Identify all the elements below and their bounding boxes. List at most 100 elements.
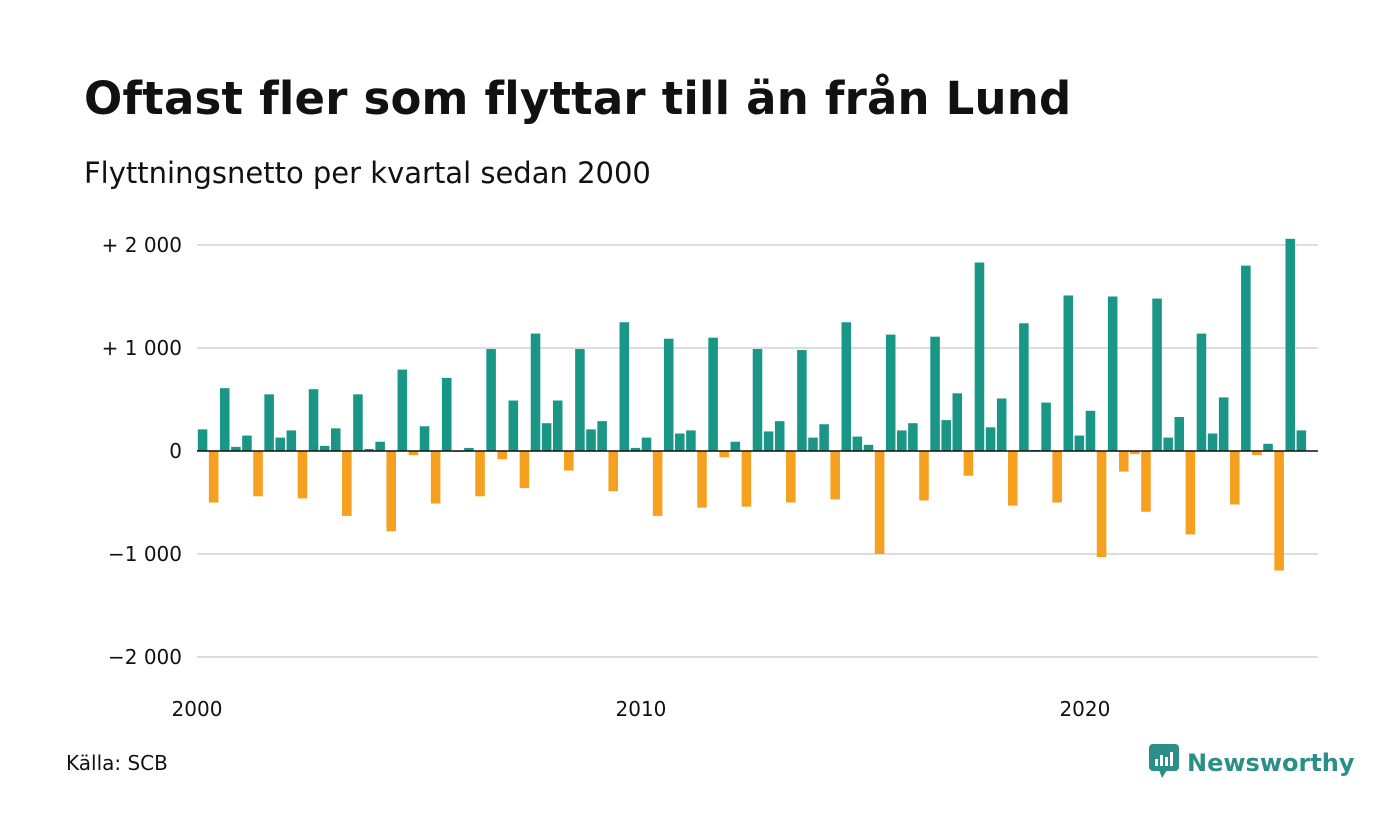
bar-2015-q3[interactable] [885,334,896,451]
bar-2003-q4[interactable] [364,448,374,451]
brand[interactable]: Newsworthy [1149,744,1355,782]
bar-2021-q1[interactable] [1130,451,1140,455]
bar-2001-q1[interactable] [242,435,252,451]
bar-2013-q3[interactable] [797,350,807,451]
bar-2010-q1[interactable] [641,437,652,451]
bar-2021-q3[interactable] [1152,298,1162,451]
bar-2010-q3[interactable] [663,338,674,451]
bar-2023-q2[interactable] [1229,451,1240,505]
bar-2023-q4[interactable] [1252,451,1262,456]
bar-2015-q4[interactable] [897,430,907,451]
bar-2002-q3[interactable] [308,389,319,451]
bar-2020-q2[interactable] [1096,451,1107,558]
bar-2019-q2[interactable] [1052,451,1062,503]
bar-2007-q1[interactable] [508,400,519,451]
bar-2018-q2[interactable] [1008,451,1018,506]
bar-2001-q3[interactable] [264,394,274,451]
bar-2011-q2[interactable] [697,451,707,508]
bar-2008-q1[interactable] [552,400,563,451]
bar-2016-q1[interactable] [908,423,918,451]
bar-2017-q3[interactable] [974,262,985,451]
bar-2013-q1[interactable] [774,421,785,451]
bar-2014-q4[interactable] [852,436,863,451]
bar-2010-q4[interactable] [675,433,685,451]
bar-2004-q1[interactable] [375,441,385,451]
bar-2016-q3[interactable] [930,336,940,451]
bar-2000-q2[interactable] [208,451,219,503]
bar-2019-q3[interactable] [1063,295,1074,451]
bar-2020-q4[interactable] [1118,451,1129,472]
bar-2023-q3[interactable] [1241,265,1251,451]
bar-2011-q4[interactable] [719,451,729,458]
bar-2003-q3[interactable] [353,394,363,451]
bar-2009-q3[interactable] [619,322,630,451]
bar-2024-q1[interactable] [1263,443,1273,451]
bar-2011-q1[interactable] [686,430,696,451]
y-tick-label: −1 000 [108,542,182,566]
bar-2012-q2[interactable] [741,451,752,507]
bar-2008-q3[interactable] [575,349,585,451]
bar-2006-q2[interactable] [475,451,485,497]
bar-2017-q4[interactable] [985,427,996,451]
bar-2022-q2[interactable] [1185,451,1196,535]
bar-2012-q4[interactable] [763,431,774,451]
bar-2020-q1[interactable] [1085,410,1096,451]
bar-2024-q2[interactable] [1274,451,1284,571]
bar-2008-q2[interactable] [564,451,574,471]
bar-2024-q3[interactable] [1285,238,1296,451]
bar-2004-q3[interactable] [397,369,408,451]
bar-2014-q3[interactable] [841,322,852,451]
bar-2018-q1[interactable] [996,398,1007,451]
bar-2020-q3[interactable] [1107,296,1118,452]
bar-2017-q2[interactable] [963,451,974,476]
bar-2006-q1[interactable] [464,447,474,451]
bar-2007-q4[interactable] [541,423,552,451]
bar-2000-q4[interactable] [231,446,241,451]
bar-2001-q2[interactable] [253,451,263,497]
bar-2015-q2[interactable] [874,451,885,554]
bar-2013-q2[interactable] [786,451,796,503]
bar-2018-q3[interactable] [1019,323,1029,451]
bar-2000-q3[interactable] [219,388,230,451]
bar-2006-q3[interactable] [486,349,496,451]
bar-2005-q2[interactable] [430,451,441,504]
bar-2015-q1[interactable] [863,444,874,451]
bar-2022-q1[interactable] [1174,417,1185,451]
bar-2001-q4[interactable] [275,437,286,451]
bar-2017-q1[interactable] [952,393,963,451]
bar-2009-q4[interactable] [630,447,641,451]
bar-2003-q2[interactable] [342,451,352,516]
bar-2019-q1[interactable] [1041,402,1051,451]
bar-2010-q2[interactable] [652,451,663,516]
bar-2004-q2[interactable] [386,451,397,532]
bar-2002-q4[interactable] [319,445,330,451]
bar-2021-q4[interactable] [1163,437,1173,451]
bar-2022-q3[interactable] [1196,333,1207,451]
bar-2011-q3[interactable] [708,337,718,451]
bar-2005-q1[interactable] [419,426,430,451]
bar-2002-q2[interactable] [297,451,308,499]
bar-2003-q1[interactable] [330,428,341,451]
bar-2004-q4[interactable] [408,451,419,456]
bar-2014-q1[interactable] [819,424,829,451]
bar-2002-q1[interactable] [286,430,297,451]
bar-2005-q3[interactable] [441,377,452,451]
bar-2009-q2[interactable] [608,451,618,492]
bar-2007-q2[interactable] [519,451,530,489]
bar-2013-q4[interactable] [808,437,818,451]
bar-2016-q2[interactable] [919,451,929,501]
bar-2024-q4[interactable] [1296,430,1307,451]
bar-2009-q1[interactable] [597,421,607,451]
bar-2008-q4[interactable] [586,429,596,451]
bar-2021-q2[interactable] [1141,451,1151,512]
bar-2007-q3[interactable] [530,333,541,451]
bar-2023-q1[interactable] [1218,397,1229,451]
bar-2012-q3[interactable] [752,349,763,451]
bar-2019-q4[interactable] [1074,435,1085,451]
bar-2014-q2[interactable] [830,451,840,500]
bar-2016-q4[interactable] [941,420,951,451]
bar-2022-q4[interactable] [1207,433,1218,451]
bar-2006-q4[interactable] [497,451,507,460]
bar-2000-q1[interactable] [197,429,208,451]
bar-2012-q1[interactable] [730,441,741,451]
